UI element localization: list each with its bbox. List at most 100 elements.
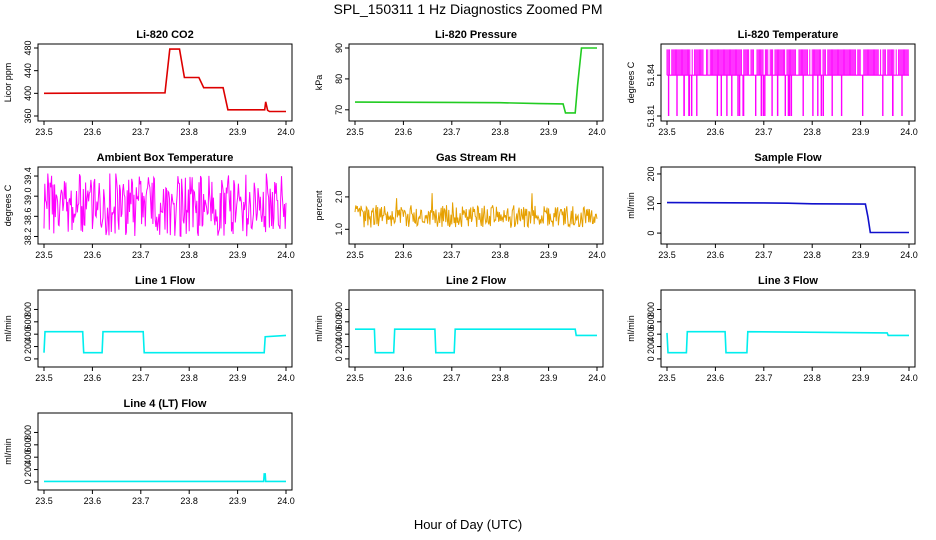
x-tick-label: 23.6 <box>707 373 725 383</box>
y-tick-label: 100 <box>646 196 656 211</box>
chart-panel-9: Line 4 (LT) Flow ml/min 23.5 23.6 23.7 23.8 23… <box>3 398 295 506</box>
x-tick-label: 23.8 <box>180 250 198 260</box>
x-tick-label: 23.6 <box>84 250 102 260</box>
y-tick-label: 2.0 <box>334 191 344 204</box>
x-tick-label: 23.7 <box>443 250 461 260</box>
x-tick-label: 23.8 <box>491 373 509 383</box>
x-tick-label: 23.7 <box>132 250 150 260</box>
x-tick-label: 23.9 <box>852 373 870 383</box>
x-tick-label: 23.7 <box>755 127 773 137</box>
x-tick-label: 23.5 <box>346 127 364 137</box>
x-tick-label: 24.0 <box>277 250 295 260</box>
y-tick-label: 480 <box>23 40 33 55</box>
x-tick-label: 23.8 <box>803 127 821 137</box>
y-tick-label: 800 <box>334 302 344 317</box>
y-tick-label: 200 <box>23 339 33 354</box>
x-tick-label: 23.6 <box>395 127 413 137</box>
x-tick-label: 23.9 <box>229 373 247 383</box>
x-tick-label: 23.8 <box>491 250 509 260</box>
y-tick-label: 0 <box>23 356 33 361</box>
plot-frame <box>660 289 916 368</box>
series-line <box>43 173 287 238</box>
x-tick-label: 23.6 <box>84 373 102 383</box>
y-tick-label: 200 <box>334 339 344 354</box>
y-tick-label: 400 <box>23 450 33 465</box>
y-axis-label: Licor ppm <box>3 63 13 103</box>
series-line <box>355 328 597 354</box>
y-axis-label: degrees C <box>3 184 13 226</box>
plot-frame <box>37 166 293 245</box>
y-axis-label: kPa <box>314 75 324 91</box>
y-tick-label: 200 <box>646 166 656 181</box>
chart-panel-4: Gas Stream RH percent 23.5 23.6 23.7 23.8 23.9… <box>314 152 606 260</box>
y-tick-label: 39.4 <box>23 167 33 185</box>
series-line <box>43 330 287 354</box>
chart-title: Line 2 Flow <box>446 275 506 287</box>
x-tick-label: 23.5 <box>346 373 364 383</box>
x-tick-label: 23.9 <box>229 250 247 260</box>
y-tick-label: 200 <box>646 339 656 354</box>
x-tick-label: 23.5 <box>35 127 53 137</box>
x-tick-label: 24.0 <box>277 127 295 137</box>
x-tick-label: 23.9 <box>852 127 870 137</box>
x-tick-label: 23.5 <box>35 496 53 506</box>
figure-title: SPL_150311 1 Hz Diagnostics Zoomed PM <box>333 1 603 17</box>
y-axis-label: ml/min <box>626 315 636 342</box>
y-tick-label: 800 <box>646 302 656 317</box>
y-tick-label: 0 <box>334 356 344 361</box>
chart-title: Line 1 Flow <box>135 275 195 287</box>
x-tick-label: 24.0 <box>900 373 918 383</box>
series-line <box>666 330 909 354</box>
x-tick-label: 23.7 <box>443 127 461 137</box>
y-axis-label: ml/min <box>3 315 13 342</box>
plot-frame <box>37 43 293 122</box>
x-tick-label: 23.5 <box>35 373 53 383</box>
x-tick-label: 23.9 <box>540 373 558 383</box>
x-tick-label: 23.8 <box>180 373 198 383</box>
y-tick-label: 51.81 <box>646 105 656 128</box>
series-line <box>44 473 286 483</box>
y-axis-label: ml/min <box>3 438 13 465</box>
plot-frame <box>348 166 604 245</box>
y-axis-label: percent <box>314 190 324 221</box>
x-tick-label: 24.0 <box>588 373 606 383</box>
x-tick-label: 23.6 <box>707 250 725 260</box>
x-tick-label: 24.0 <box>277 373 295 383</box>
y-tick-label: 38.2 <box>23 228 33 246</box>
x-tick-label: 24.0 <box>588 250 606 260</box>
y-tick-label: 38.6 <box>23 208 33 226</box>
y-tick-label: 800 <box>23 302 33 317</box>
y-tick-label: 80 <box>334 74 344 84</box>
series-line <box>43 48 286 113</box>
x-tick-label: 23.6 <box>84 496 102 506</box>
series-line <box>354 47 597 114</box>
chart-panel-2: Li-820 Temperature degrees C 23.5 23.6 23.7 2… <box>626 29 918 137</box>
plot-frame <box>348 289 604 368</box>
x-tick-label: 23.9 <box>540 127 558 137</box>
y-axis-label: ml/min <box>314 315 324 342</box>
x-tick-label: 23.9 <box>540 250 558 260</box>
y-tick-label: 600 <box>646 314 656 329</box>
x-tick-label: 23.8 <box>803 373 821 383</box>
chart-title: Gas Stream RH <box>436 152 516 164</box>
chart-panel-5: Sample Flow ml/min 23.5 23.6 23.7 23.8 23.9 24.… <box>626 152 918 260</box>
x-tick-label: 24.0 <box>900 127 918 137</box>
chart-panel-0: Li-820 CO2 Licor ppm 23.5 23.6 23.7 23.8 23.9 2… <box>3 29 295 137</box>
chart-title: Sample Flow <box>754 152 822 164</box>
y-tick-label: 0 <box>23 479 33 484</box>
x-tick-label: 23.9 <box>852 250 870 260</box>
y-tick-label: 600 <box>23 314 33 329</box>
x-tick-label: 23.5 <box>35 250 53 260</box>
y-tick-label: 360 <box>23 108 33 123</box>
x-tick-label: 23.6 <box>395 373 413 383</box>
x-tick-label: 23.8 <box>803 250 821 260</box>
chart-title: Li-820 Temperature <box>738 29 839 41</box>
chart-panel-6: Line 1 Flow ml/min 23.5 23.6 23.7 23.8 23.9 24.… <box>3 275 295 383</box>
y-tick-label: 70 <box>334 105 344 115</box>
x-tick-label: 23.5 <box>346 250 364 260</box>
chart-panel-1: Li-820 Pressure kPa 23.5 23.6 23.7 23.8 23.9 24… <box>314 29 606 137</box>
chart-title: Ambient Box Temperature <box>97 152 234 164</box>
y-tick-label: 440 <box>23 63 33 78</box>
y-tick-label: 200 <box>23 462 33 477</box>
